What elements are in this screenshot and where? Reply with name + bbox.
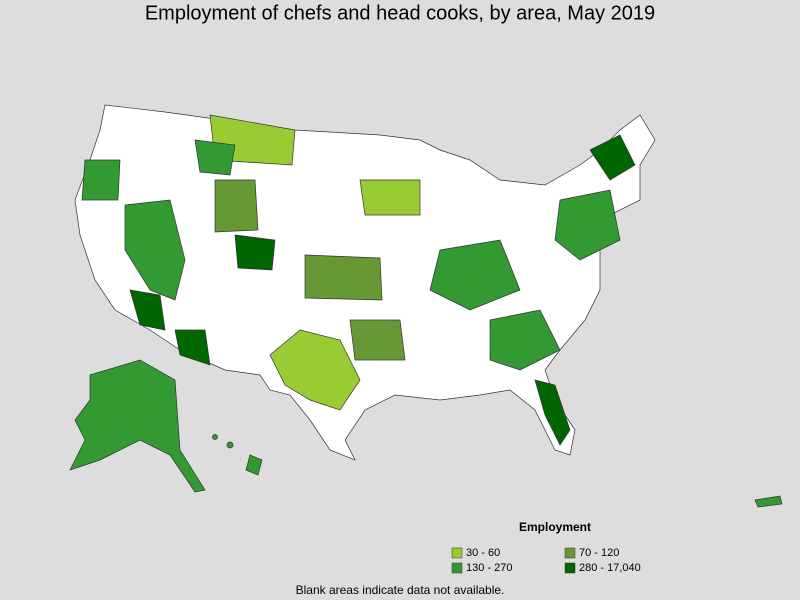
region	[194, 139, 236, 176]
legend-swatch	[564, 562, 576, 574]
region	[174, 329, 211, 366]
region	[304, 254, 383, 301]
region	[269, 329, 361, 411]
legend-title: Employment	[519, 520, 591, 534]
region	[349, 319, 406, 361]
legend-label: 130 - 270	[466, 562, 512, 574]
region	[81, 159, 121, 201]
hawaii	[226, 441, 234, 449]
legend-swatch	[451, 547, 463, 559]
region	[124, 199, 186, 301]
region	[214, 179, 259, 233]
region	[234, 234, 276, 271]
puerto-rico	[754, 495, 783, 508]
legend-label: 70 - 120	[579, 547, 619, 559]
region	[589, 134, 636, 181]
hawaii	[245, 454, 263, 476]
region	[129, 289, 166, 331]
legend-swatch	[451, 562, 463, 574]
footnote: Blank areas indicate data not available.	[296, 583, 505, 597]
region	[554, 189, 621, 261]
region	[534, 379, 571, 446]
region	[429, 239, 521, 311]
legend-label: 280 - 17,040	[579, 562, 641, 574]
hawaii	[212, 434, 218, 440]
region	[359, 179, 421, 216]
legend-swatch	[564, 547, 576, 559]
legend-label: 30 - 60	[466, 547, 500, 559]
region	[489, 309, 561, 371]
alaska	[69, 359, 206, 493]
map-title: Employment of chefs and head cooks, by a…	[145, 2, 655, 24]
